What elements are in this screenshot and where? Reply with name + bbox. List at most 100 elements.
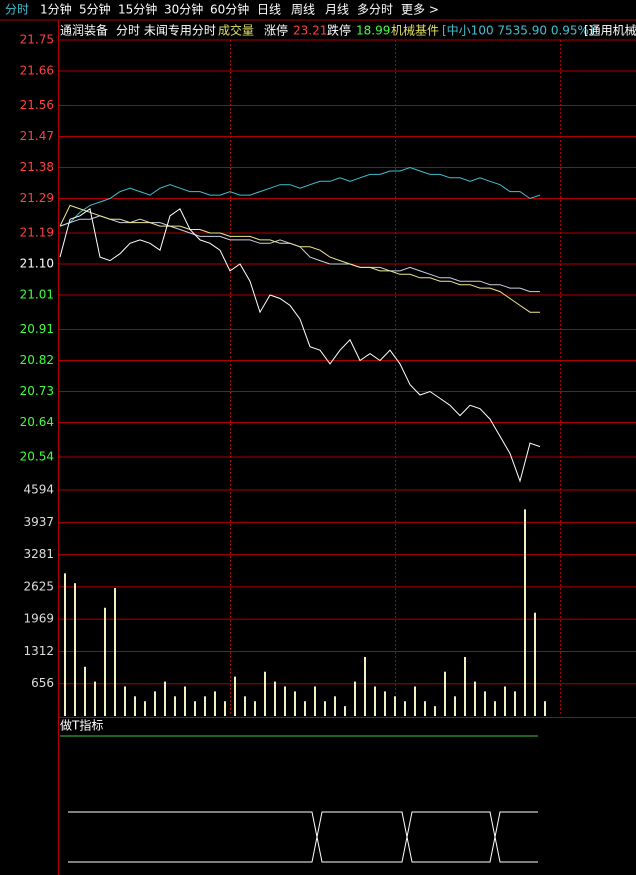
y-tick-label: 21.66 bbox=[20, 64, 54, 78]
tab[interactable]: 日线 bbox=[257, 3, 281, 17]
y-tick-label: 21.01 bbox=[20, 288, 54, 302]
y-tick-label: 1312 bbox=[23, 644, 54, 658]
y-tick-label: 20.54 bbox=[20, 449, 54, 463]
volume-bar bbox=[424, 701, 426, 716]
volume-bar bbox=[294, 691, 296, 716]
y-tick-label: 21.38 bbox=[20, 160, 54, 174]
sector: [通用机械 bbox=[584, 23, 636, 38]
volume-bar bbox=[214, 691, 216, 716]
view-name: 分时 未闻专用分时 bbox=[116, 23, 216, 38]
volume-bar bbox=[144, 701, 146, 716]
volume-bar bbox=[104, 607, 106, 716]
volume-bar bbox=[544, 701, 546, 716]
volume-bar bbox=[254, 701, 256, 716]
y-tick-label: 20.73 bbox=[20, 384, 54, 398]
y-tick-label: 656 bbox=[31, 676, 54, 690]
volume-bar bbox=[534, 612, 536, 716]
volume-bar bbox=[184, 686, 186, 716]
index-quote: [中小100 7535.90 0.95%] bbox=[442, 23, 594, 38]
volume-bar bbox=[114, 588, 116, 716]
price-line bbox=[59, 208, 541, 483]
volume-bar bbox=[234, 676, 236, 716]
y-tick-label: 1969 bbox=[23, 612, 54, 626]
y-tick-label: 3937 bbox=[23, 515, 54, 529]
volume-bar bbox=[274, 681, 276, 716]
y-tick-label: 21.75 bbox=[20, 33, 54, 47]
tab[interactable]: 分时 bbox=[5, 3, 29, 17]
volume-bar bbox=[444, 671, 446, 716]
sector: 机械基件 bbox=[391, 23, 439, 38]
y-tick-label: 20.64 bbox=[20, 415, 54, 429]
volume-bar bbox=[524, 509, 526, 716]
tab[interactable]: 多分时 bbox=[357, 3, 393, 17]
volume-bar bbox=[174, 696, 176, 716]
tab[interactable]: 60分钟 bbox=[210, 2, 249, 17]
volume-bar bbox=[404, 701, 406, 716]
volume-bar bbox=[434, 706, 436, 716]
volume-bar bbox=[504, 686, 506, 716]
indicator-line bbox=[68, 811, 538, 863]
tab[interactable]: 周线 bbox=[291, 3, 315, 17]
y-tick-label: 21.19 bbox=[20, 225, 54, 239]
price-line bbox=[59, 166, 541, 227]
indicator-line bbox=[68, 811, 538, 863]
tab[interactable]: 更多 > bbox=[401, 3, 439, 17]
y-tick-label: 21.10 bbox=[20, 257, 54, 271]
tab-bar: 分时 1分钟 5分钟 15分钟 30分钟 60分钟 日线 周线 月线 多分时 更多 > bbox=[5, 2, 439, 17]
volume-bar bbox=[374, 686, 376, 716]
volume-bar bbox=[94, 681, 96, 716]
tab[interactable]: 5分钟 bbox=[79, 2, 111, 17]
volume-bar bbox=[454, 696, 456, 716]
volume-bar bbox=[284, 686, 286, 716]
volume-bar bbox=[224, 701, 226, 716]
volume-bar bbox=[264, 671, 266, 716]
volume-bar bbox=[464, 656, 466, 716]
volume-bar bbox=[84, 666, 86, 716]
volume-bar bbox=[354, 681, 356, 716]
volume-label: 成交量 bbox=[218, 23, 254, 38]
volume-bar bbox=[154, 691, 156, 716]
tab[interactable]: 30分钟 bbox=[164, 2, 203, 17]
volume-bar bbox=[244, 696, 246, 716]
volume-bar bbox=[484, 691, 486, 716]
y-tick-label: 2625 bbox=[23, 579, 54, 593]
volume-bar bbox=[394, 696, 396, 716]
volume-bar bbox=[334, 696, 336, 716]
volume-bar bbox=[194, 701, 196, 716]
tab[interactable]: 月线 bbox=[325, 3, 349, 17]
y-tick-label: 20.91 bbox=[20, 322, 54, 336]
volume-bar bbox=[514, 691, 516, 716]
y-tick-label: 20.82 bbox=[20, 353, 54, 367]
y-tick-label: 3281 bbox=[23, 547, 54, 561]
volume-bar bbox=[314, 686, 316, 716]
limit-up-label: 涨停 bbox=[264, 23, 288, 38]
volume-bar bbox=[134, 696, 136, 716]
tab[interactable]: 1分钟 bbox=[40, 2, 72, 17]
price-line bbox=[59, 204, 540, 313]
volume-bar bbox=[414, 686, 416, 716]
volume-bar bbox=[384, 691, 386, 716]
volume-bar bbox=[74, 583, 76, 716]
indicator-title: 做T指标 bbox=[60, 718, 103, 733]
volume-bar bbox=[344, 706, 346, 716]
volume-bar bbox=[124, 686, 126, 716]
y-tick-label: 4594 bbox=[23, 483, 54, 497]
stock-name: 通润装备 bbox=[60, 24, 108, 38]
limit-down: 18.99 bbox=[356, 24, 390, 38]
limit-up: 23.21 bbox=[293, 24, 327, 38]
volume-bar bbox=[64, 573, 66, 716]
volume-bar bbox=[494, 701, 496, 716]
limit-down-label: 跌停 bbox=[327, 23, 351, 38]
price-line bbox=[59, 215, 540, 293]
y-tick-label: 21.56 bbox=[20, 98, 54, 112]
volume-bar bbox=[204, 696, 206, 716]
volume-bar bbox=[474, 681, 476, 716]
volume-bar bbox=[364, 656, 366, 716]
volume-bar bbox=[164, 681, 166, 716]
y-tick-label: 21.29 bbox=[20, 191, 54, 205]
tab[interactable]: 15分钟 bbox=[118, 2, 157, 17]
volume-bar bbox=[324, 701, 326, 716]
y-tick-label: 21.47 bbox=[20, 129, 54, 143]
volume-bar bbox=[304, 701, 306, 716]
